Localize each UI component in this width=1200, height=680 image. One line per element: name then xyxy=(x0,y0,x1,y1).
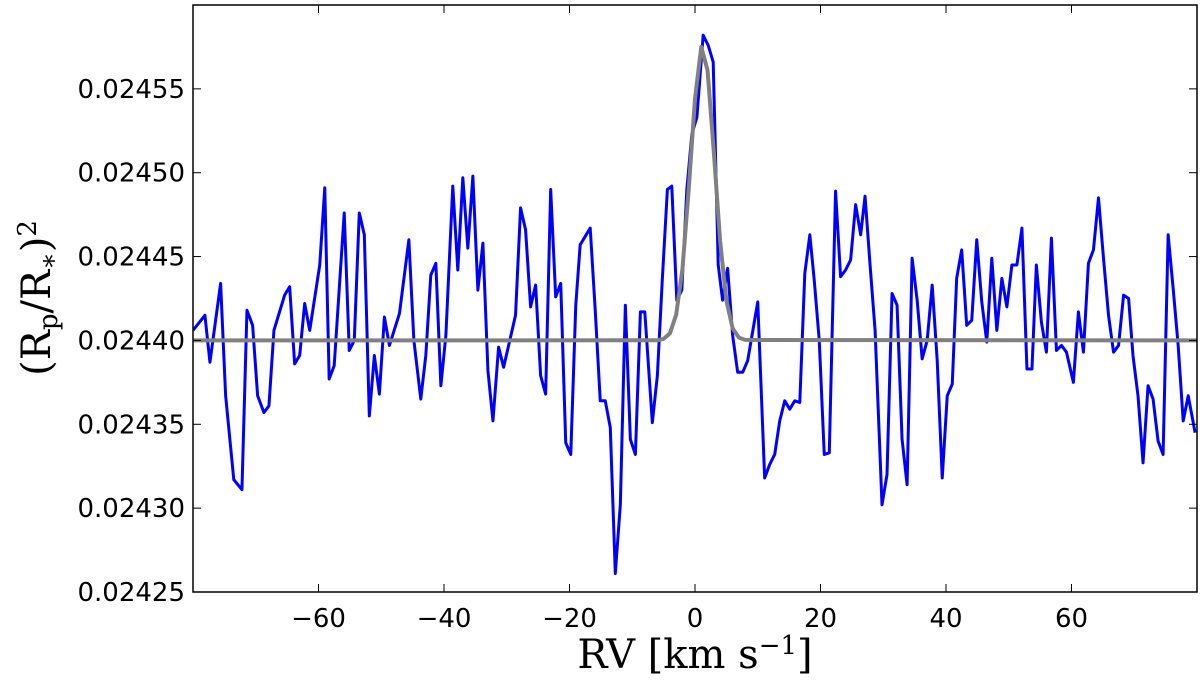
y-tick-label: 0.02435 xyxy=(77,410,185,440)
x-label-part: ] xyxy=(797,632,813,678)
plot-area xyxy=(193,33,1197,576)
x-axis-label: RV [km s−1] xyxy=(577,631,812,678)
y-tick-label: 0.02425 xyxy=(77,578,185,608)
x-tick-label: 0 xyxy=(687,604,704,634)
y-tick-label: 0.02440 xyxy=(77,326,185,356)
data-line xyxy=(193,33,1197,576)
y-label-part: p xyxy=(34,314,64,331)
x-tick-label: 40 xyxy=(929,604,962,634)
y-label-part: ∗ xyxy=(34,252,64,270)
data-line xyxy=(193,44,1197,343)
x-tick-label: 20 xyxy=(804,604,837,634)
x-tick-label: −20 xyxy=(542,604,597,634)
y-axis-label: (Rp/R∗)2 xyxy=(13,220,64,376)
y-label-part: 2 xyxy=(13,220,43,237)
y-label-part: ) xyxy=(14,237,60,253)
y-tick-label: 0.02430 xyxy=(77,494,185,524)
x-tick-label: 60 xyxy=(1055,604,1088,634)
y-label-part: /R xyxy=(14,268,60,313)
x-tick-label: −40 xyxy=(417,604,472,634)
y-label-part: (R xyxy=(14,328,60,376)
y-tick-label: 0.02450 xyxy=(77,159,185,189)
x-label-part: −1 xyxy=(759,631,797,661)
y-tick-label: 0.02455 xyxy=(77,75,185,105)
y-tick-label: 0.02445 xyxy=(77,243,185,273)
x-tick-label: −60 xyxy=(291,604,346,634)
x-label-part: RV [km s xyxy=(577,632,758,678)
